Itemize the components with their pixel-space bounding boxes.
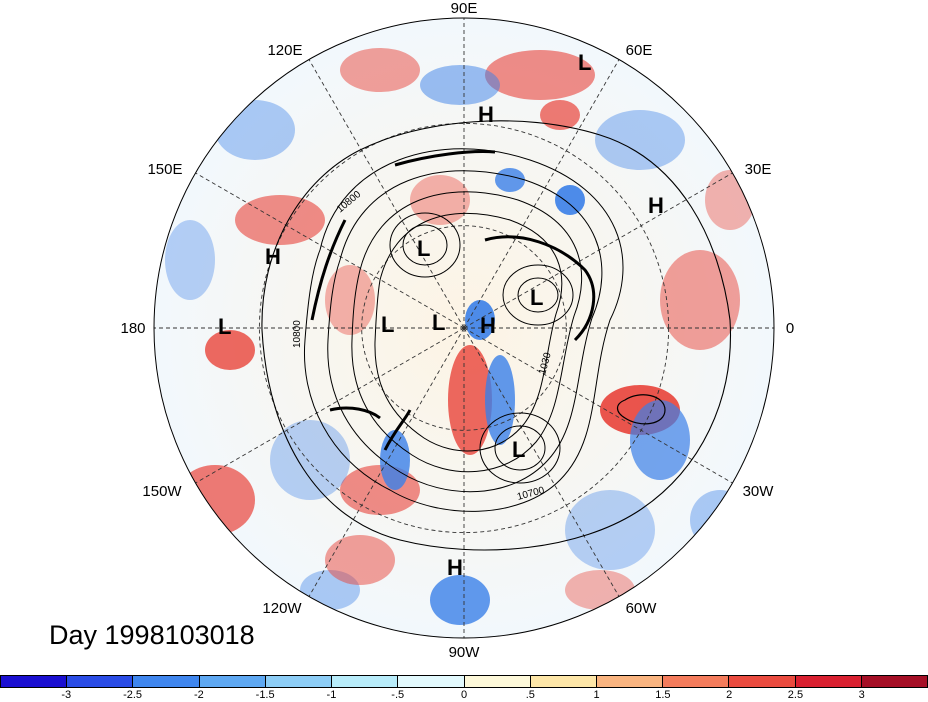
anomaly-blob [420,65,500,105]
anomaly-blob [380,430,410,490]
colorbar-swatch [67,676,134,687]
colorbar-tick-label: -.5 [391,689,405,701]
day-label: Day 1998103018 [49,620,255,650]
anomaly-blob [325,535,395,585]
colorbar: -3 -2.5 -2 -1.5 -1 -.5 0 .5 1 1.5 2 2.5 3 [0,675,928,702]
colorbar-tick-label: -2 [193,689,204,701]
map-boundary [153,17,775,639]
lon-label-150e: 150E [147,161,182,178]
colorbar-tick-label: -3 [61,689,72,701]
anomaly-blob [595,110,685,170]
lon-label-30w: 30W [743,483,775,500]
pressure-center-low: L [512,437,525,462]
pressure-center-high: H [478,102,494,127]
colorbar-swatch [530,676,597,687]
anomaly-blob [495,168,525,192]
colorbar-swatch [663,676,730,687]
anomaly-blob [165,220,215,300]
colorbar-swatch [133,676,200,687]
meridian-line [463,327,733,484]
meridian-line [463,59,620,329]
jet-contours [310,150,596,451]
anomaly-blob [340,48,420,92]
anomaly-blob [270,420,350,500]
polar-map: 10800 10800 10700 1030 L H H H L L L L L… [120,0,794,661]
colorbar-swatch [265,676,333,687]
anomaly-blob [430,575,490,625]
meridian-line [308,59,465,329]
pressure-center-low: L [432,310,445,335]
pressure-center-low: L [530,285,543,310]
colorbar-tick-label: -1 [326,689,337,701]
anomaly-blob [215,100,295,160]
meridian-line [195,172,465,329]
lon-label-120w: 120W [262,600,302,617]
graticule [154,18,774,638]
anomaly-blob [705,170,755,230]
anomaly-blob [448,345,492,455]
colorbar-tick-label: 3 [858,689,865,701]
colorbar-tick-label: 2.5 [787,689,804,701]
colorbar-tick-label: 0 [460,689,468,701]
anomaly-blob [565,490,655,570]
longitude-labels: 90E 60E 30E 0 30W 60W 90W 120W 150W 180 … [120,0,794,661]
meridian-line [463,172,733,329]
pressure-center-high: H [648,193,664,218]
pressure-center-high: H [265,244,281,269]
colorbar-tick-label: -2.5 [123,689,143,701]
anomaly-blob [325,265,375,335]
anomaly-blob [485,355,515,445]
pressure-center-low: L [381,312,394,337]
latitude-circle [361,225,567,431]
lon-label-150w: 150W [142,483,182,500]
anomaly-blob [485,50,595,100]
colorbar-swatch [596,676,664,687]
colorbar-tick-label: 1.5 [655,689,671,701]
lon-label-90e: 90E [451,0,478,17]
anomaly-blob [175,465,255,535]
pressure-center-low: L [578,50,591,75]
anomaly-blob [660,250,740,350]
meridian-line [195,327,465,484]
colorbar-tick-label: -1.5 [255,689,275,701]
colorbar-swatch [729,676,796,687]
meridian-line [308,327,465,597]
pressure-center-low: L [417,236,430,261]
colorbar-tick-label: .5 [525,689,535,701]
colorbar-swatch [861,676,928,687]
anomaly-blob [565,570,635,610]
anomaly-blob [465,300,495,340]
pressure-centers: L H H H L L L L L H L H L [218,50,664,580]
meridian-line [463,327,620,597]
lon-label-180: 180 [120,320,145,337]
anomaly-blob [630,400,690,480]
colorbar-swatch [795,676,862,687]
lon-label-60e: 60E [626,42,653,59]
contour-label: 10800 [292,320,303,348]
colorbar-tick-label: 1 [593,689,600,701]
anomaly-blob [555,185,585,215]
anomaly-blob [540,100,580,130]
anomaly-blob [235,195,325,245]
pressure-center-low: L [218,314,231,339]
colorbar-swatch [1,676,68,687]
colorbar-swatch [199,676,266,687]
lon-label-60w: 60W [626,600,658,617]
anomaly-blob [205,330,255,370]
anomaly-blob [690,490,750,550]
colorbar-swatch [398,676,465,687]
pressure-center-high: H [447,555,463,580]
lon-label-120e: 120E [267,42,302,59]
pressure-center-high: H [480,313,496,338]
colorbar-swatch [332,676,399,687]
lon-label-30e: 30E [745,161,772,178]
colorbar-ticks: -3 -2.5 -2 -1.5 -1 -.5 0 .5 1 1.5 2 2.5 3 [0,688,928,702]
lon-label-90w: 90W [449,644,481,661]
colorbar-swatches [0,675,928,688]
colorbar-swatch [464,676,531,687]
lon-label-0: 0 [786,320,794,337]
colorbar-tick-label: 2 [726,689,733,701]
